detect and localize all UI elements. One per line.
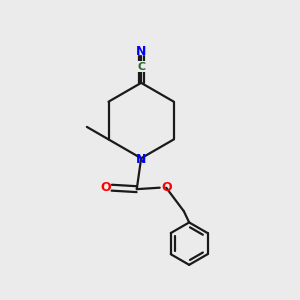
Text: O: O [100, 181, 111, 194]
Text: O: O [161, 181, 172, 194]
Text: C: C [137, 62, 145, 72]
Text: N: N [136, 45, 146, 58]
Text: N: N [136, 153, 146, 166]
